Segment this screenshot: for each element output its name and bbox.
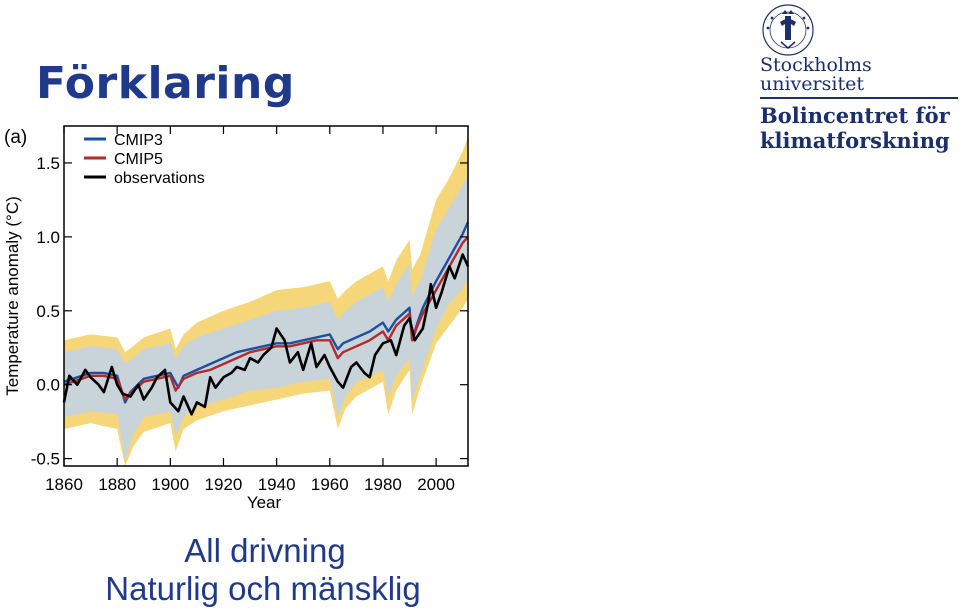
temperature-anomaly-chart: (a) 1860 1880 1900 1920 1940 1960 1980 2000 -0.5… [3, 125, 470, 512]
y-axis-label: Temperature anomaly (°C) [3, 196, 22, 396]
logo-divider [760, 97, 958, 99]
x-tick-label: 1960 [311, 475, 349, 494]
y-tick-label: 0.0 [36, 376, 60, 395]
logo-name-line-1: Stockholms [760, 54, 872, 76]
logo-dept-line-2: klimatforskning [760, 128, 950, 153]
chart-legend: CMIP3 CMIP5 observations [84, 132, 205, 187]
x-axis-label: Year [247, 493, 282, 512]
legend-label-observations: observations [114, 170, 205, 187]
y-tick-label: 1.5 [36, 154, 60, 173]
series-line-observations [62, 253, 470, 416]
cmip3-band-area [64, 174, 468, 462]
logo-dept-line-1: Bolincentret för [760, 103, 950, 128]
legend-label-cmip3: CMIP3 [114, 132, 163, 149]
slide-title: Förklaring [36, 58, 295, 109]
x-tick-label: 1940 [258, 475, 296, 494]
x-tick-label: 1920 [205, 475, 243, 494]
axis-ticks: 1860 1880 1900 1920 1940 1960 1980 2000 -0.5 0.0 0… [31, 126, 468, 494]
y-tick-label: 1.0 [36, 228, 60, 247]
panel-label: (a) [4, 127, 27, 148]
x-tick-label: 1900 [151, 475, 189, 494]
plot-frame [63, 125, 469, 467]
x-tick-label: 1880 [98, 475, 136, 494]
y-tick-label: -0.5 [31, 450, 60, 469]
x-tick-label: 2000 [417, 475, 455, 494]
university-logo: Stockholms universitet Bolincentret för … [756, 2, 958, 162]
series-lines [62, 221, 470, 416]
x-tick-label: 1860 [45, 475, 83, 494]
ensemble-bands [64, 136, 468, 467]
logo-name-line-2: universitet [760, 73, 864, 95]
caption-line-2: Naturlig och mänsklig [105, 570, 421, 607]
seal-icon [762, 4, 814, 56]
caption-line-1: All drivning [184, 532, 346, 569]
x-tick-label: 1980 [364, 475, 402, 494]
legend-label-cmip5: CMIP5 [114, 151, 163, 168]
y-tick-label: 0.5 [36, 302, 60, 321]
